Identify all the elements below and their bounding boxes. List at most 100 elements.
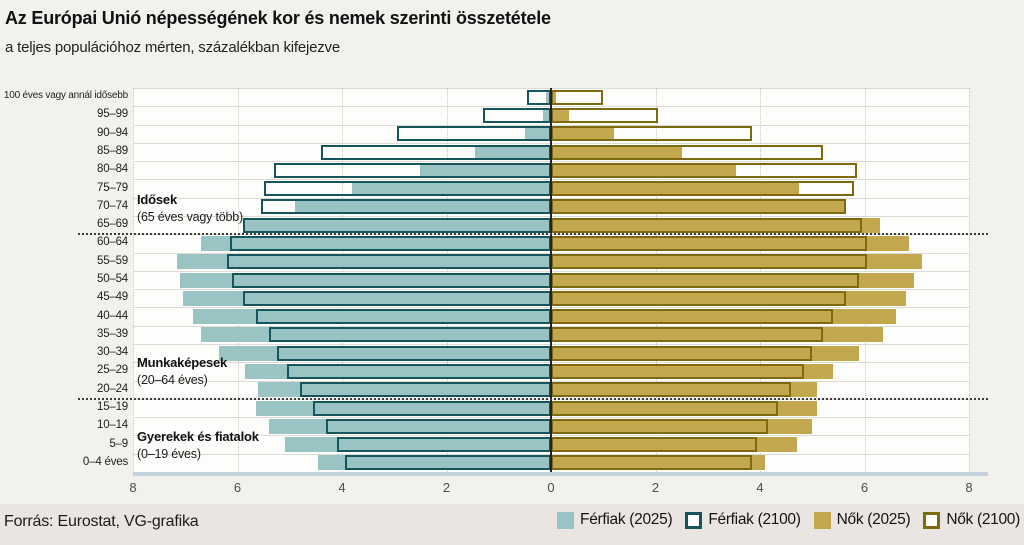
bar-female-2100 <box>551 162 857 178</box>
legend-label: Nők (2100) <box>946 511 1020 528</box>
bar-male-2025 <box>543 107 551 123</box>
bar-female-2100 <box>551 217 862 233</box>
x-tick-label: 8 <box>965 480 973 495</box>
bar-male-2100 <box>263 181 551 197</box>
bar-male-2025 <box>524 126 551 142</box>
x-tick-label: 4 <box>756 480 764 495</box>
bar-male-2025 <box>420 162 551 178</box>
bar-male-2100 <box>527 89 551 105</box>
bar-female-2025 <box>551 254 922 270</box>
age-label: 10–14 <box>97 419 128 432</box>
bar-male-2025 <box>182 290 551 306</box>
bar-female-2025 <box>551 89 557 105</box>
bottom-baseline <box>133 472 988 476</box>
bar-male-2100 <box>344 455 551 471</box>
bar-female-2100 <box>551 400 779 416</box>
bar-male-2100 <box>300 382 551 398</box>
section-annotation: Munkaképesek (20–64 éves) <box>137 356 227 387</box>
legend-label: Férfiak (2025) <box>580 511 673 528</box>
x-tick-label: 2 <box>651 480 660 495</box>
bar-male-2025 <box>352 181 551 197</box>
bar-female-2025 <box>551 272 915 288</box>
bar-male-2025 <box>193 309 551 325</box>
bar-female-2100 <box>551 327 823 343</box>
bar-female-2025 <box>551 345 860 361</box>
x-tick-label: 6 <box>233 480 242 495</box>
legend-swatch-fill <box>557 511 575 529</box>
bar-female-2100 <box>551 363 805 379</box>
bar-male-2100 <box>276 345 551 361</box>
age-label: 90–94 <box>97 126 128 139</box>
age-label: 0–4 éves <box>82 455 128 468</box>
bar-female-2025 <box>551 455 766 471</box>
age-label: 5–9 <box>109 437 128 450</box>
age-label: 20–24 <box>97 382 128 395</box>
age-label: 40–44 <box>97 309 128 322</box>
bar-male-2025 <box>200 327 551 343</box>
page-title: Az Európai Unió népességének kor és neme… <box>5 8 551 28</box>
bar-female-2025 <box>551 382 818 398</box>
bar-male-2100 <box>483 107 551 123</box>
bar-female-2025 <box>551 217 881 233</box>
annotation-title: Gyerekek és fiatalok <box>137 429 259 444</box>
bar-male-2025 <box>294 199 551 215</box>
legend-item: Férfiak (2100) <box>685 511 801 529</box>
age-label: 15–19 <box>97 401 128 413</box>
section-annotation: Idősek (65 éves vagy több) <box>137 193 243 224</box>
bar-male-2100 <box>255 309 551 325</box>
bar-male-2025 <box>268 418 551 434</box>
bar-female-2100 <box>551 272 860 288</box>
x-tick-label: 2 <box>442 480 451 495</box>
x-tick-label: 6 <box>860 480 869 495</box>
bar-female-2025 <box>551 199 844 215</box>
bar-female-2100 <box>551 181 855 197</box>
center-axis-line <box>550 88 552 472</box>
legend-label: Férfiak (2100) <box>708 511 801 528</box>
bar-female-2100 <box>551 437 758 453</box>
age-label: 75–79 <box>97 181 128 194</box>
bar-female-2100 <box>551 345 813 361</box>
bar-female-2025 <box>551 363 834 379</box>
bar-male-2025 <box>255 400 551 416</box>
x-tick-label: 0 <box>547 480 555 495</box>
bar-male-2100 <box>229 235 551 251</box>
bar-male-2025 <box>258 382 551 398</box>
bar-male-2100 <box>261 199 551 215</box>
section-annotation: Gyerekek és fiatalok (0–19 éves) <box>137 430 259 461</box>
legend: Férfiak (2025) Férfiak (2100) Nők (2025) Nő… <box>557 511 1020 529</box>
bar-male-2025 <box>200 235 551 251</box>
bar-male-2100 <box>313 400 551 416</box>
bar-male-2100 <box>268 327 551 343</box>
legend-swatch-outline <box>685 511 703 529</box>
x-tick-label: 8 <box>129 480 137 495</box>
bar-female-2100 <box>551 144 823 160</box>
bar-female-2100 <box>551 126 753 142</box>
age-label: 100 éves vagy annál idősebb <box>3 90 128 102</box>
bar-male-2025 <box>245 363 551 379</box>
bar-female-2025 <box>551 181 800 197</box>
bar-male-2025 <box>318 455 551 471</box>
bar-male-2100 <box>227 254 551 270</box>
annotation-title: Idősek <box>137 192 177 207</box>
bar-female-2025 <box>551 437 797 453</box>
page-subtitle: a teljes populációhoz mérten, százalékba… <box>5 39 340 56</box>
bar-male-2025 <box>284 437 551 453</box>
legend-label: Nők (2025) <box>836 511 911 528</box>
annotation-detail: (20–64 éves) <box>137 373 208 387</box>
bar-male-2025 <box>545 89 551 105</box>
annotation-title: Munkaképesek <box>137 355 228 370</box>
bar-female-2100 <box>551 89 604 105</box>
bar-male-2100 <box>274 162 551 178</box>
bar-female-2100 <box>551 290 847 306</box>
legend-item: Nők (2100) <box>923 511 1020 529</box>
age-label: 60–64 <box>97 236 128 249</box>
age-label: 30–34 <box>97 346 128 359</box>
bar-male-2100 <box>336 437 551 453</box>
bar-female-2025 <box>551 107 570 123</box>
age-label: 45–49 <box>97 291 128 304</box>
age-label: 65–69 <box>97 218 128 231</box>
bar-female-2025 <box>551 162 737 178</box>
age-label: 95–99 <box>97 108 128 121</box>
bar-female-2100 <box>551 418 768 434</box>
bar-female-2025 <box>551 400 818 416</box>
